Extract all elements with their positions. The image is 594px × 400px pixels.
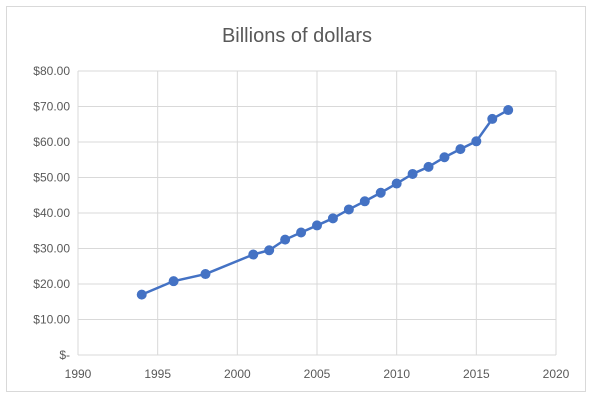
data-point xyxy=(487,113,498,124)
data-point xyxy=(455,144,466,155)
data-point xyxy=(327,213,338,224)
y-tick-label: $10.00 xyxy=(33,313,70,327)
y-tick-label: $70.00 xyxy=(33,100,70,114)
data-point xyxy=(200,269,211,280)
series-line xyxy=(141,108,509,296)
data-point xyxy=(439,152,450,163)
data-point xyxy=(359,196,370,207)
y-tick-label: $- xyxy=(59,348,70,362)
gridlines xyxy=(77,70,557,356)
data-point xyxy=(248,249,259,260)
data-point xyxy=(391,178,402,189)
y-tick-label: $60.00 xyxy=(33,135,70,149)
data-point xyxy=(343,204,354,215)
x-tick-label: 1995 xyxy=(144,367,171,381)
data-point xyxy=(136,289,147,300)
data-point xyxy=(407,168,418,179)
y-axis-ticks: $- $10.00 $20.00 $30.00 $40.00 $50.00 $60.00 $7… xyxy=(33,64,70,362)
y-tick-label: $40.00 xyxy=(33,206,70,220)
chart-frame xyxy=(6,6,586,392)
chart-title: Billions of dollars xyxy=(222,25,372,47)
data-point xyxy=(312,220,322,231)
data-point xyxy=(503,105,514,116)
x-tick-label: 1990 xyxy=(65,367,92,381)
x-tick-label: 2005 xyxy=(304,367,331,381)
x-tick-label: 2010 xyxy=(383,367,410,381)
data-point xyxy=(280,234,291,245)
x-tick-label: 2015 xyxy=(463,367,490,381)
x-tick-label: 2000 xyxy=(224,367,251,381)
y-tick-label: $80.00 xyxy=(33,64,70,78)
y-tick-label: $30.00 xyxy=(33,242,70,256)
data-point xyxy=(375,187,386,198)
x-axis-ticks: 1990 1995 2000 2005 2010 2015 2020 xyxy=(65,367,570,381)
series-group xyxy=(136,105,514,300)
y-tick-label: $20.00 xyxy=(33,277,70,291)
data-point xyxy=(471,136,482,147)
x-tick-label: 2020 xyxy=(543,367,570,381)
data-point xyxy=(296,227,307,238)
data-point xyxy=(264,245,275,256)
y-tick-label: $50.00 xyxy=(33,171,70,185)
data-point xyxy=(168,276,179,287)
data-point xyxy=(423,161,434,172)
